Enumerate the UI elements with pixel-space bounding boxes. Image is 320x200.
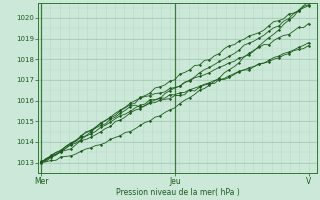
- X-axis label: Pression niveau de la mer( hPa ): Pression niveau de la mer( hPa ): [116, 188, 239, 197]
